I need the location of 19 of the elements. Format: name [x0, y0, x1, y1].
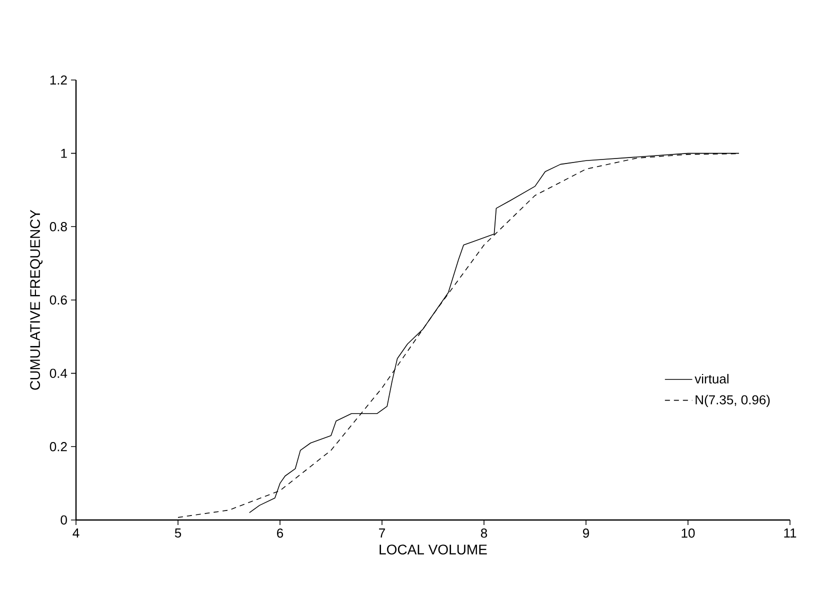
x-tick-label: 7 [379, 528, 385, 538]
x-tick-label: 6 [277, 528, 284, 538]
x-tick-label: 8 [480, 528, 488, 538]
y-tick-label: 0.6 [50, 295, 67, 305]
y-tick-label: 0.2 [50, 442, 67, 452]
y-tick-label: 1 [61, 148, 67, 158]
legend-label: virtual [694, 374, 728, 384]
x-tick-label: 4 [72, 528, 80, 538]
y-tick-label: 0.8 [50, 222, 67, 232]
x-tick-label: 9 [582, 528, 589, 538]
y-tick-label: 0 [60, 515, 67, 525]
x-tick-label: 5 [174, 528, 182, 538]
y-tick-label: 0.4 [50, 368, 68, 378]
legend-label: N(7.35, 0.96) [696, 394, 770, 407]
y-axis-title: CUMULATIVE FREQUENCY [30, 210, 43, 390]
y-tick-label: 1.2 [50, 75, 67, 85]
x-tick-label: 11 [784, 528, 796, 538]
x-axis-title: LOCAL VOLUME [380, 544, 487, 555]
x-tick-label: 10 [682, 528, 695, 538]
